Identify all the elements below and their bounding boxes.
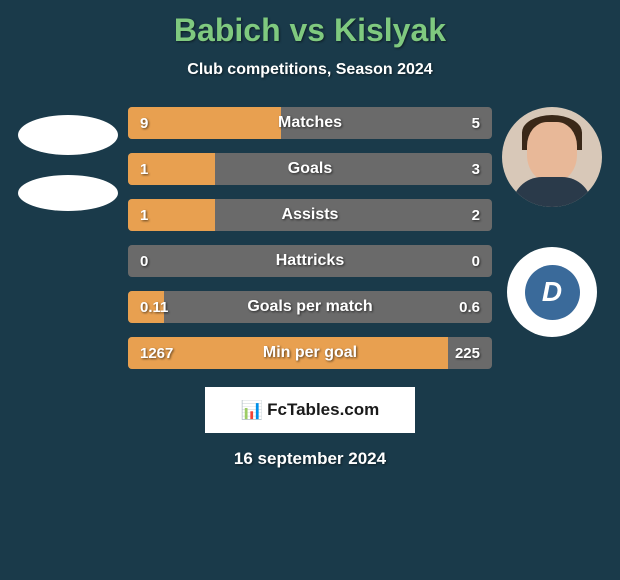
player2-club-badge: D bbox=[507, 247, 597, 337]
main-content: 9 Matches 5 1 Goals 3 1 Assists 2 0 Hatt… bbox=[0, 107, 620, 369]
avatar-shoulders bbox=[512, 177, 592, 207]
stat-right-value: 225 bbox=[455, 345, 480, 362]
stat-row-goals: 1 Goals 3 bbox=[128, 153, 492, 185]
stat-right-value: 0.6 bbox=[459, 299, 480, 316]
stat-right-value: 0 bbox=[472, 253, 480, 270]
stat-right-value: 5 bbox=[472, 115, 480, 132]
stat-label: Goals per match bbox=[128, 298, 492, 316]
stat-label: Hattricks bbox=[128, 252, 492, 270]
stats-bars: 9 Matches 5 1 Goals 3 1 Assists 2 0 Hatt… bbox=[128, 107, 492, 369]
stat-label: Goals bbox=[128, 160, 492, 178]
footer-text: FcTables.com bbox=[267, 400, 379, 420]
player1-club-placeholder bbox=[18, 175, 118, 211]
chart-icon: 📊 bbox=[241, 400, 263, 421]
stat-row-mpg: 1267 Min per goal 225 bbox=[128, 337, 492, 369]
stat-row-assists: 1 Assists 2 bbox=[128, 199, 492, 231]
stat-row-matches: 9 Matches 5 bbox=[128, 107, 492, 139]
player1-avatar-placeholder bbox=[18, 115, 118, 155]
stat-row-hattricks: 0 Hattricks 0 bbox=[128, 245, 492, 277]
stat-right-value: 2 bbox=[472, 207, 480, 224]
date-label: 16 september 2024 bbox=[0, 449, 620, 469]
stat-label: Assists bbox=[128, 206, 492, 224]
right-player-column: D bbox=[492, 107, 612, 369]
stat-right-value: 3 bbox=[472, 161, 480, 178]
badge-inner: D bbox=[525, 265, 580, 320]
footer-attribution: 📊 FcTables.com bbox=[205, 387, 415, 433]
subtitle: Club competitions, Season 2024 bbox=[0, 61, 620, 79]
page-title: Babich vs Kislyak bbox=[0, 0, 620, 49]
left-player-column bbox=[8, 107, 128, 369]
stat-label: Min per goal bbox=[128, 344, 492, 362]
stat-row-gpm: 0.11 Goals per match 0.6 bbox=[128, 291, 492, 323]
player2-avatar bbox=[502, 107, 602, 207]
stat-label: Matches bbox=[128, 114, 492, 132]
avatar-face bbox=[527, 122, 577, 182]
badge-letter: D bbox=[542, 276, 562, 308]
